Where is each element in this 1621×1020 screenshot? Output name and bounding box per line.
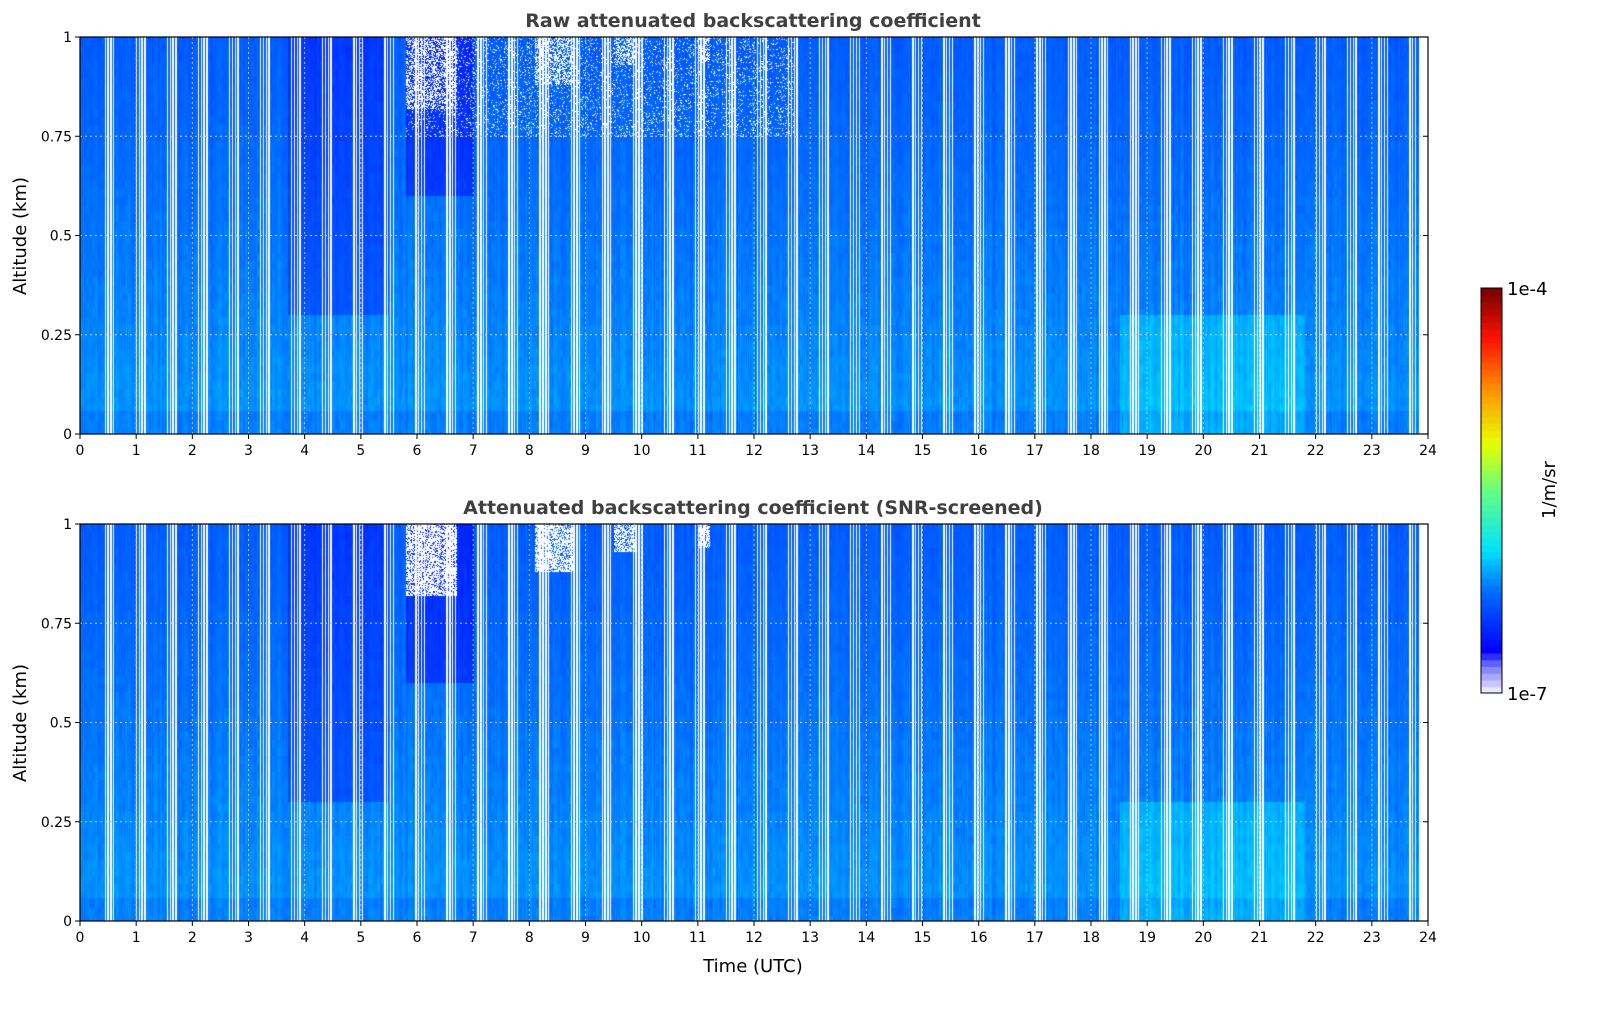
y-tick-label: 0.5 [50, 229, 72, 245]
x-tick-label: 9 [581, 443, 590, 459]
y-tick-label: 0.75 [41, 616, 72, 632]
x-tick-label: 3 [244, 930, 253, 946]
x-tick-label: 1 [132, 930, 141, 946]
x-tick-label: 16 [970, 930, 988, 946]
x-tick-label: 24 [1419, 443, 1437, 459]
x-tick-label: 15 [914, 443, 932, 459]
x-tick-label: 14 [857, 930, 875, 946]
x-tick-label: 10 [633, 443, 651, 459]
x-tick-label: 3 [244, 443, 253, 459]
x-tick-label: 17 [1026, 443, 1044, 459]
x-tick-label: 13 [801, 443, 819, 459]
y-tick-label: 0.5 [50, 716, 72, 732]
x-tick-label: 16 [970, 443, 988, 459]
x-tick-label: 10 [633, 930, 651, 946]
x-tick-label: 8 [525, 443, 534, 459]
colorbar-min-label: 1e-7 [1507, 684, 1547, 705]
x-tick-label: 23 [1363, 930, 1381, 946]
x-tick-label: 12 [745, 930, 763, 946]
x-tick-label: 21 [1251, 443, 1269, 459]
axes-frame [79, 523, 1429, 922]
axes-frame [79, 36, 1429, 435]
y-tick-label: 0.25 [41, 328, 72, 344]
x-tick-label: 2 [188, 443, 197, 459]
x-tick-label: 12 [745, 443, 763, 459]
x-tick-label: 15 [914, 930, 932, 946]
x-tick-label: 6 [413, 930, 422, 946]
y-tick-label: 1 [63, 30, 72, 46]
title-screened: Attenuated backscattering coefficient (S… [463, 497, 1043, 519]
y-tick-label: 0 [63, 427, 72, 443]
y-tick-label: 0 [63, 914, 72, 930]
x-tick-label: 14 [857, 443, 875, 459]
x-tick-label: 19 [1138, 443, 1156, 459]
x-tick-label: 5 [356, 930, 365, 946]
x-tick-label: 8 [525, 930, 534, 946]
x-tick-label: 24 [1419, 930, 1437, 946]
x-tick-label: 4 [300, 443, 309, 459]
title-raw: Raw attenuated backscattering coefficien… [525, 10, 981, 32]
ylabel-screened: Altitude (km) [10, 664, 31, 782]
colorbar-frame [1480, 287, 1503, 694]
colorbar-max-label: 1e-4 [1507, 279, 1547, 300]
x-tick-label: 4 [300, 930, 309, 946]
x-tick-label: 9 [581, 930, 590, 946]
x-tick-label: 6 [413, 443, 422, 459]
x-tick-label: 0 [76, 443, 85, 459]
ylabel-raw: Altitude (km) [10, 177, 31, 295]
x-tick-label: 7 [469, 443, 478, 459]
x-tick-label: 11 [689, 443, 707, 459]
x-tick-label: 1 [132, 443, 141, 459]
x-tick-label: 13 [801, 930, 819, 946]
x-tick-label: 19 [1138, 930, 1156, 946]
y-tick-label: 1 [63, 517, 72, 533]
x-tick-label: 11 [689, 930, 707, 946]
x-tick-label: 7 [469, 930, 478, 946]
x-tick-label: 20 [1194, 930, 1212, 946]
x-tick-label: 18 [1082, 443, 1100, 459]
y-tick-label: 0.75 [41, 129, 72, 145]
x-tick-label: 22 [1307, 443, 1325, 459]
x-tick-label: 22 [1307, 930, 1325, 946]
y-tick-label: 0.25 [41, 815, 72, 831]
x-tick-label: 0 [76, 930, 85, 946]
colorbar [1481, 288, 1502, 693]
colorbar-label: 1/m/sr [1539, 460, 1560, 518]
x-tick-label: 21 [1251, 930, 1269, 946]
xlabel: Time (UTC) [702, 956, 803, 977]
x-tick-label: 5 [356, 443, 365, 459]
x-tick-label: 18 [1082, 930, 1100, 946]
x-tick-label: 23 [1363, 443, 1381, 459]
x-tick-label: 20 [1194, 443, 1212, 459]
x-tick-label: 2 [188, 930, 197, 946]
x-tick-label: 17 [1026, 930, 1044, 946]
